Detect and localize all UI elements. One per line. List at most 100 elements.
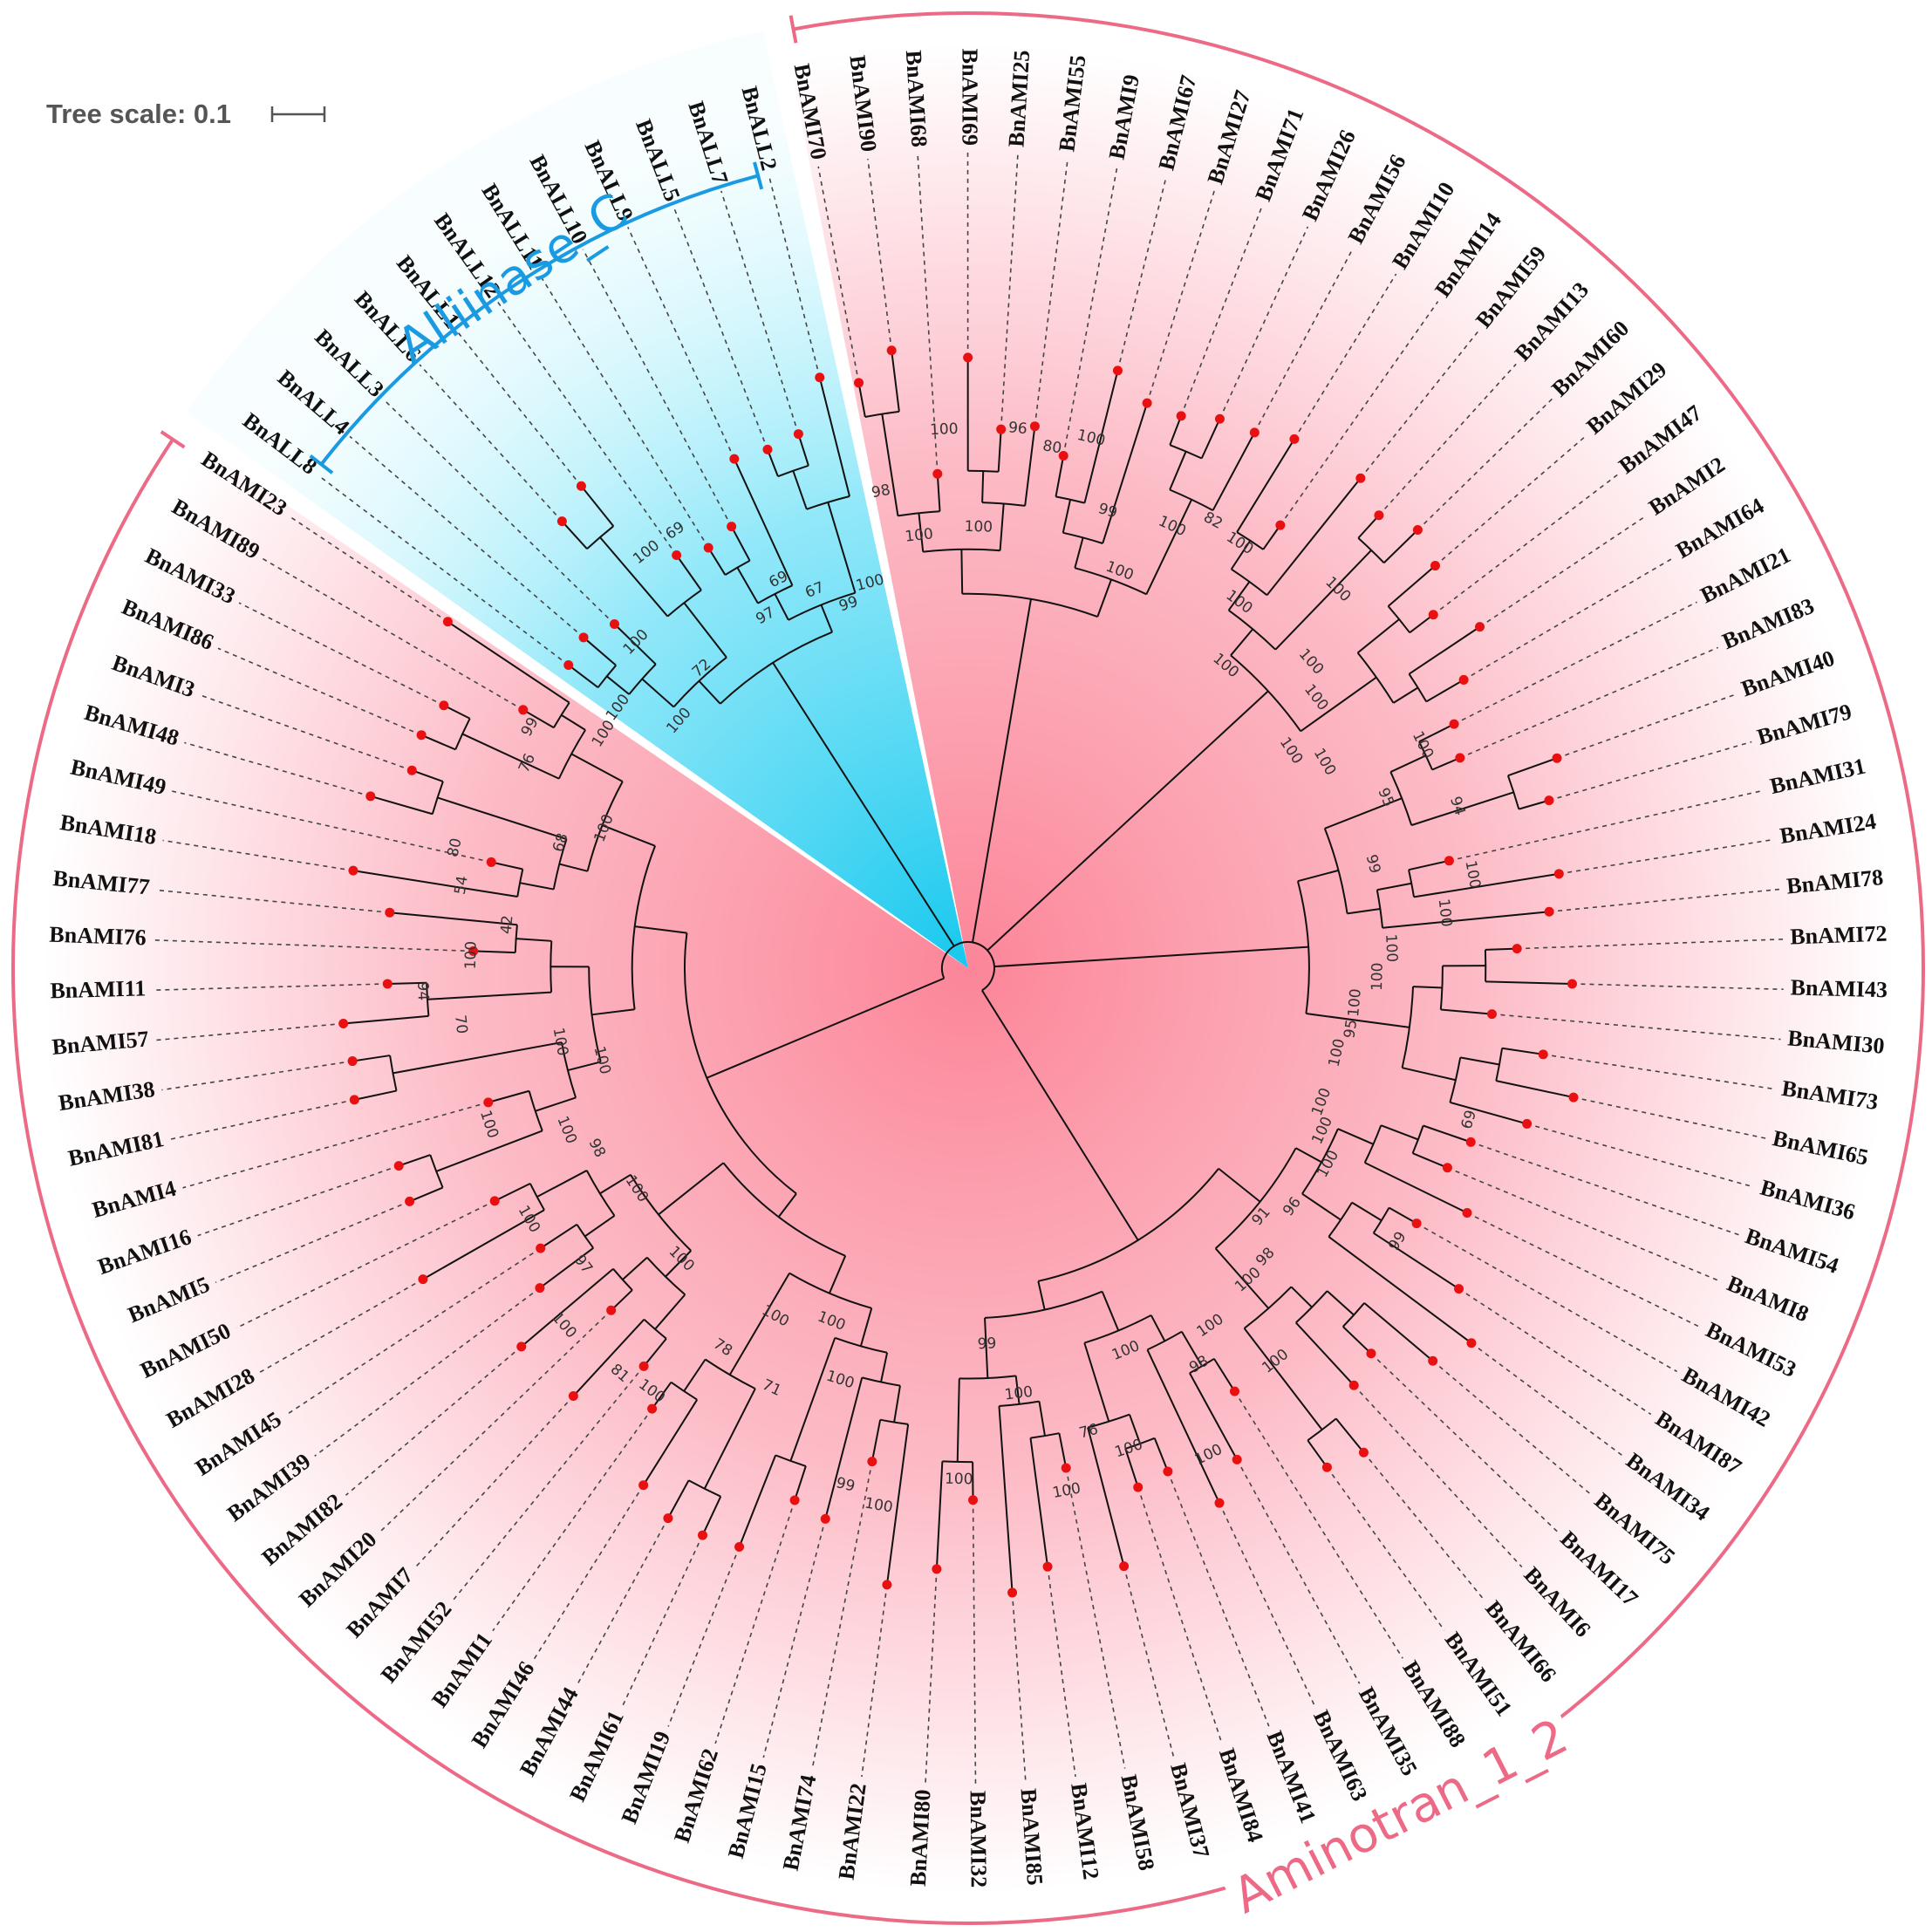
tree-branch	[1389, 754, 1427, 773]
tree-branch	[667, 1479, 690, 1519]
tree-branch	[1347, 907, 1381, 915]
bootstrap-value: 80	[444, 836, 465, 859]
leaf-guide-line	[1517, 939, 1784, 950]
leaf-guide-line	[289, 515, 448, 623]
leaf-dot	[1042, 1561, 1053, 1572]
tree-branch-arc	[1328, 1202, 1353, 1238]
leaf-guide-line	[1123, 1566, 1175, 1758]
tree-branch	[1200, 418, 1221, 459]
tree-branch	[820, 604, 834, 633]
tree-branch	[393, 1041, 563, 1075]
tree-branch	[422, 1209, 545, 1280]
leaf-dot	[638, 1361, 649, 1371]
tree-branch	[1274, 550, 1372, 651]
tree-branch-arc	[514, 925, 518, 953]
tree-branch	[701, 1496, 722, 1536]
leaf-guide-line	[345, 1346, 522, 1496]
leaf-guide-line	[817, 166, 860, 384]
tree-branch	[591, 1008, 635, 1016]
tree-branch	[698, 680, 721, 705]
tree-branch-arc	[552, 838, 568, 890]
tree-branch	[827, 502, 857, 594]
tree-branch	[389, 911, 518, 926]
tree-branch	[1169, 451, 1187, 490]
leaf-dot	[405, 1196, 415, 1206]
leaf-dot	[1486, 1009, 1497, 1020]
bootstrap-value: 54	[452, 875, 472, 897]
tree-branch-arc	[688, 1479, 721, 1498]
tree-branch	[473, 950, 515, 954]
tree-branch	[1038, 1401, 1046, 1437]
tree-branch	[1014, 1376, 1021, 1404]
bootstrap-value: 42	[498, 914, 517, 934]
leaf-guide-line	[1434, 435, 1587, 567]
leaf-dot	[1465, 1137, 1476, 1147]
tree-branch	[622, 1256, 648, 1280]
leaf-dot	[486, 857, 496, 867]
leaf-dot	[1428, 1355, 1438, 1366]
tree-root-branch	[986, 690, 1269, 952]
leaf-dot	[789, 1495, 800, 1505]
tree-branch	[490, 861, 523, 870]
leaf-label: BnAMI72	[1790, 921, 1888, 950]
tree-branch	[1129, 1414, 1142, 1444]
leaf-guide-line	[1116, 176, 1167, 372]
tree-branch	[654, 1294, 686, 1330]
tree-branch	[1408, 859, 1450, 871]
tree-branch	[1300, 676, 1377, 733]
tree-branch-arc	[1231, 568, 1268, 597]
bootstrap-value: 94	[413, 981, 432, 1000]
leaf-dot	[578, 632, 589, 643]
tree-branch	[1324, 797, 1403, 829]
tree-branch	[599, 536, 669, 618]
tree-branch	[461, 733, 560, 780]
leaf-dot	[1176, 411, 1186, 421]
tree-branch-arc	[516, 869, 524, 898]
bootstrap-value: 100	[964, 518, 993, 536]
leaf-dot	[1029, 421, 1040, 432]
leaf-dot	[1455, 753, 1465, 763]
leaf-dot	[385, 907, 395, 918]
clade-background-layer	[8, 9, 1928, 1929]
tree-branch	[1295, 1321, 1355, 1386]
tree-branch	[1230, 628, 1254, 657]
leaf-dot	[672, 550, 682, 561]
tree-branch-arc	[646, 1257, 686, 1296]
leaf-dot	[349, 1095, 359, 1105]
leaf-guide-line	[1233, 1390, 1403, 1659]
tree-branch	[794, 1465, 807, 1501]
tree-branch	[1212, 432, 1256, 511]
tree-branch	[1297, 869, 1339, 883]
leaf-guide-line	[1219, 1502, 1316, 1707]
tree-branch	[1373, 1232, 1460, 1290]
leaf-guide-line	[1062, 166, 1118, 456]
tree-branch	[1423, 1124, 1471, 1143]
tree-branch	[1214, 1247, 1270, 1309]
tree-branch	[870, 1419, 882, 1462]
tree-branch	[792, 470, 808, 510]
tree-branch	[891, 350, 900, 413]
leaf-dot	[393, 1161, 404, 1171]
tree-branch	[984, 1317, 989, 1379]
tree-branch	[443, 704, 471, 720]
leaf-guide-line	[1236, 1459, 1361, 1684]
tree-branch-arc	[529, 1183, 545, 1211]
tree-branch	[561, 520, 588, 550]
leaf-dot	[1321, 1462, 1332, 1472]
tree-branch	[1083, 1342, 1110, 1422]
leaf-dot	[1454, 1284, 1464, 1294]
leaf-dot	[1522, 1118, 1533, 1129]
tree-branch	[824, 1377, 864, 1519]
tree-branch	[1101, 1291, 1120, 1331]
tree-branch	[935, 1461, 944, 1569]
tree-branch	[354, 1089, 397, 1101]
tree-branch	[606, 675, 630, 695]
leaf-label: BnAMI11	[50, 975, 147, 1003]
leaf-dot	[932, 1564, 942, 1574]
tree-branch	[675, 554, 702, 591]
tree-branch	[1180, 1331, 1203, 1367]
leaf-guide-line	[457, 331, 583, 487]
leaf-dot	[963, 352, 973, 363]
tree-branch	[522, 708, 555, 729]
